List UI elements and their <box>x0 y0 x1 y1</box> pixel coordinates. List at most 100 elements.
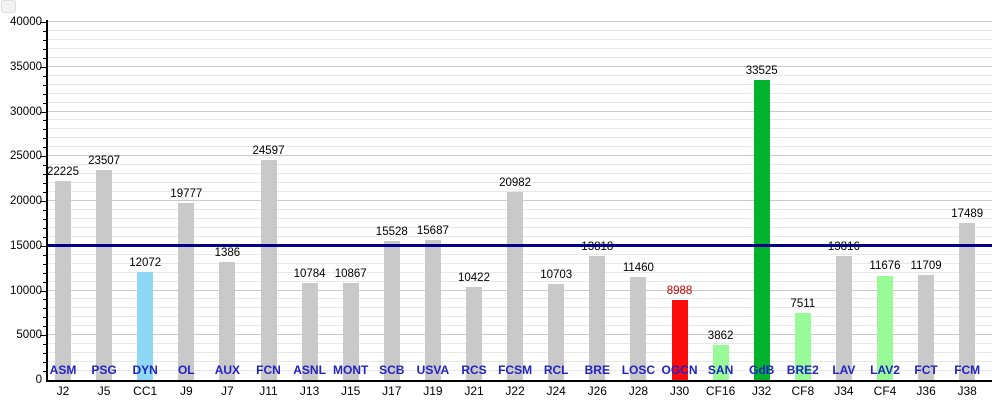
y-axis-minor-tick <box>43 174 46 176</box>
y-axis-tick-label: 35000 <box>10 60 42 73</box>
x-axis-tick-label: J30 <box>669 384 690 398</box>
x-axis-tick-label: J17 <box>382 384 402 398</box>
corner-artifact <box>1 0 16 13</box>
major-gridline <box>48 110 992 112</box>
bar-BRE <box>589 256 606 380</box>
bar-LAV2 <box>877 275 893 380</box>
team-label-LAV2: LAV2 <box>870 363 900 377</box>
bar-value-label: 12072 <box>129 256 162 269</box>
major-gridline <box>48 21 992 22</box>
bar-ASM <box>55 181 71 380</box>
y-axis-minor-tick <box>43 84 46 86</box>
y-axis-tick-label: 20000 <box>10 195 42 207</box>
y-axis-minor-tick <box>43 209 46 211</box>
y-axis-minor-tick <box>43 165 46 167</box>
x-axis-tick-label: CF16 <box>705 384 736 398</box>
y-axis-minor-tick <box>43 57 46 59</box>
minor-gridline <box>48 83 992 85</box>
y-axis-major-tick <box>40 201 46 202</box>
bar-FCT <box>918 275 935 380</box>
minor-gridline <box>48 119 992 121</box>
team-label-OL: OL <box>177 363 195 377</box>
bar-value-label: 11676 <box>869 260 901 273</box>
bar-value-label: 10422 <box>458 271 490 284</box>
x-axis-tick-label: J36 <box>916 384 936 398</box>
team-label-FCN: FCN <box>256 363 281 377</box>
bar-value-label: 10703 <box>540 269 573 282</box>
minor-gridline <box>48 101 992 103</box>
minor-gridline <box>48 92 992 94</box>
team-label-DYN: DYN <box>132 363 158 377</box>
major-gridline <box>48 155 992 157</box>
bar-FCM <box>959 223 976 380</box>
team-label-AUX: AUX <box>214 363 241 377</box>
y-axis-minor-tick <box>43 371 46 373</box>
y-axis-minor-tick <box>43 326 46 328</box>
x-axis-tick-label: J24 <box>546 384 566 398</box>
y-axis-minor-tick <box>43 147 46 149</box>
y-axis-minor-tick <box>43 272 46 274</box>
x-axis-tick-label: CF8 <box>791 384 815 398</box>
bar-AUX <box>219 261 236 380</box>
bar-FCN <box>260 159 277 380</box>
team-label-ASM: ASM <box>49 363 77 377</box>
y-axis-major-tick <box>40 111 46 113</box>
y-axis-minor-tick <box>43 218 46 220</box>
bar-value-label: 23507 <box>88 154 121 167</box>
y-axis-minor-tick <box>43 75 46 77</box>
bar-DYN <box>137 271 154 380</box>
x-axis-tick-label: J2 <box>56 384 70 398</box>
team-label-RCL: RCL <box>543 363 569 377</box>
team-label-SAN: SAN <box>707 363 734 377</box>
plot-area: 22225 ASM 23507 PSG 12072 DYN 19777 OL 1386 AUX 24… <box>47 21 992 380</box>
y-axis-major-tick <box>40 335 46 337</box>
x-axis-tick-label: J7 <box>221 384 234 398</box>
x-axis-line <box>46 380 992 382</box>
x-axis-tick-label: J28 <box>628 384 649 398</box>
y-axis-minor-tick <box>43 102 46 104</box>
y-axis-minor-tick <box>43 299 46 301</box>
x-axis-tick-label: J19 <box>423 384 443 398</box>
y-axis-minor-tick <box>43 254 46 256</box>
y-axis-tick-label: 25000 <box>10 150 42 163</box>
y-axis-minor-tick <box>43 30 46 32</box>
bar-value-label: 15528 <box>375 226 408 239</box>
y-axis-tick-label: 40000 <box>10 16 42 28</box>
team-label-BRE: BRE <box>584 363 610 377</box>
x-axis-tick-label: J21 <box>464 384 484 398</box>
y-axis-tick-label: 10000 <box>10 284 42 297</box>
team-label-ASNL: ASNL <box>293 363 326 377</box>
minor-gridline <box>48 38 992 40</box>
minor-gridline <box>48 164 992 166</box>
y-axis-minor-tick <box>43 308 46 310</box>
minor-gridline <box>48 47 992 49</box>
y-axis-major-tick <box>40 245 46 247</box>
y-axis-minor-tick <box>43 227 46 229</box>
y-axis-major-tick <box>40 290 46 292</box>
y-axis-minor-tick <box>43 362 46 364</box>
x-axis-tick-label: J5 <box>97 384 111 398</box>
x-axis-tick-label: CC1 <box>133 384 158 398</box>
team-label-BRE2: BRE2 <box>786 363 819 377</box>
team-label-USVA: USVA <box>416 363 450 377</box>
bar-RCS <box>466 286 482 380</box>
bar-value-label: 24597 <box>252 144 285 157</box>
bar-MONT <box>342 282 359 380</box>
minor-gridline <box>48 56 992 58</box>
major-gridline <box>48 65 992 67</box>
team-label-LOSC: LOSC <box>621 363 656 377</box>
y-axis-minor-tick <box>43 120 46 122</box>
team-label-RCS: RCS <box>461 363 487 377</box>
y-axis-tick-label: 30000 <box>10 105 42 118</box>
x-axis-tick-label: J32 <box>752 384 772 398</box>
bar-value-label: 10784 <box>293 268 326 281</box>
y-axis-minor-tick <box>43 317 46 319</box>
y-axis-minor-tick <box>43 281 46 283</box>
x-axis-tick-label: J15 <box>341 384 361 398</box>
y-axis-major-tick <box>40 156 46 158</box>
y-axis-tick-label: 5000 <box>16 329 42 342</box>
bar-USVA <box>424 239 441 380</box>
minor-gridline <box>48 182 992 184</box>
y-axis-minor-tick <box>43 138 46 140</box>
